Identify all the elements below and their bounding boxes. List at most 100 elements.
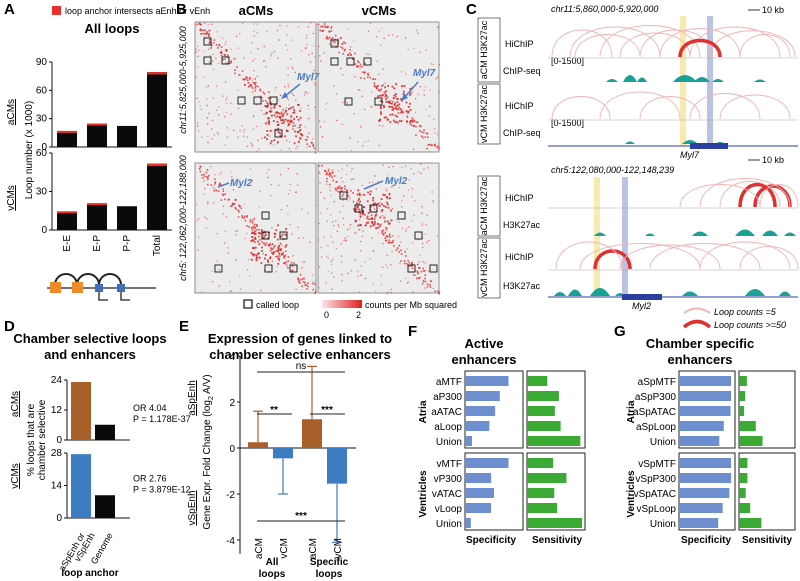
contact-pixel — [271, 227, 273, 229]
sensitivity-bar — [739, 436, 763, 446]
group-box — [477, 237, 501, 299]
contact-pixel — [325, 102, 328, 105]
row-label: vLoop — [435, 504, 463, 515]
contact-pixel — [397, 235, 399, 238]
highlight-yellow — [594, 177, 600, 297]
contact-pixel — [252, 237, 255, 239]
range-label: [0-1500] — [551, 56, 584, 66]
contact-pixel — [256, 32, 259, 34]
contact-pixel — [210, 166, 212, 168]
contact-pixel — [387, 173, 389, 176]
contact-pixel — [383, 106, 385, 109]
contact-pixel — [263, 236, 266, 238]
contact-pixel — [342, 187, 344, 189]
contact-pixel — [376, 60, 378, 62]
specificity-bar — [465, 503, 492, 513]
contact-pixel — [206, 123, 209, 125]
panel-g-xlabel-spec: Specificity — [681, 535, 731, 546]
contact-pixel — [347, 53, 349, 56]
contact-pixel — [424, 274, 426, 276]
bar-enh-cap — [147, 72, 167, 75]
contact-pixel — [288, 193, 290, 195]
arc-low-count — [574, 34, 641, 58]
gene-model — [622, 294, 662, 300]
contact-pixel — [207, 183, 209, 186]
contact-pixel — [395, 249, 398, 251]
panel-f-group-ventricles: Ventricles — [418, 470, 429, 518]
contact-pixel — [423, 270, 426, 272]
contact-pixel — [283, 120, 286, 123]
sensitivity-bar — [527, 391, 559, 401]
contact-pixel — [255, 256, 258, 259]
x-label-vcm: vCM — [333, 538, 344, 559]
contact-pixel — [307, 212, 309, 214]
contact-pixel — [280, 249, 283, 252]
sensitivity-bar — [527, 503, 558, 513]
ylabel-tail: A/V) — [202, 374, 213, 396]
panel-f-title-2: enhancers — [451, 352, 516, 367]
contact-pixel — [337, 224, 339, 226]
contact-pixel — [377, 202, 380, 205]
x-tick-label: E-P — [92, 235, 103, 252]
contact-pixel — [364, 214, 366, 216]
panel-d-row-acm: aCMs — [10, 391, 21, 417]
contact-pixel — [354, 259, 356, 261]
contact-pixel — [288, 123, 290, 126]
contact-pixel — [281, 122, 284, 125]
contact-pixel — [379, 94, 381, 97]
contact-pixel — [290, 114, 292, 117]
contact-pixel — [357, 224, 360, 227]
contact-pixel — [398, 186, 400, 189]
contact-pixel — [372, 203, 375, 206]
contact-pixel — [405, 228, 408, 230]
contact-pixel — [437, 145, 440, 148]
contact-pixel — [369, 205, 372, 208]
contact-pixel — [266, 30, 268, 33]
contact-pixel — [222, 205, 225, 207]
contact-pixel — [251, 179, 253, 182]
sensitivity-bar — [527, 488, 555, 498]
contact-pixel — [396, 101, 399, 104]
contact-pixel — [239, 129, 241, 132]
contact-pixel — [425, 223, 427, 226]
contact-pixel — [346, 102, 348, 104]
contact-pixel — [226, 102, 228, 104]
contact-pixel — [412, 242, 414, 244]
contact-pixel — [305, 138, 308, 141]
contact-pixel — [251, 253, 254, 256]
contact-pixel — [267, 244, 270, 246]
contact-pixel — [267, 245, 270, 247]
contact-pixel — [392, 235, 394, 237]
contact-pixel — [239, 205, 241, 208]
contact-pixel — [290, 58, 292, 60]
contact-pixel — [197, 45, 199, 48]
contact-pixel — [276, 142, 279, 145]
contact-pixel — [227, 54, 229, 57]
contact-pixel — [420, 163, 422, 165]
contact-pixel — [370, 214, 373, 216]
arc-low-count — [599, 91, 681, 120]
contact-pixel — [360, 224, 362, 227]
contact-pixel — [215, 44, 218, 46]
contact-pixel — [196, 122, 199, 124]
contact-pixel — [385, 116, 388, 119]
sensitivity-bar — [527, 458, 554, 468]
contact-pixel — [203, 180, 205, 182]
contact-pixel — [285, 109, 287, 112]
contact-pixel — [358, 202, 360, 205]
contact-pixel — [246, 216, 248, 218]
contact-pixel — [398, 106, 401, 109]
contact-pixel — [207, 85, 209, 87]
contact-pixel — [255, 229, 258, 231]
sensitivity-bar — [527, 406, 555, 416]
contact-pixel — [199, 170, 202, 173]
contact-pixel — [390, 288, 392, 291]
contact-pixel — [398, 251, 400, 253]
contact-pixel — [206, 169, 209, 171]
contact-pixel — [404, 37, 407, 39]
contact-pixel — [277, 112, 280, 114]
contact-pixel — [235, 259, 237, 261]
contact-pixel — [224, 43, 226, 45]
contact-pixel — [392, 107, 395, 110]
contact-pixel — [313, 147, 316, 150]
